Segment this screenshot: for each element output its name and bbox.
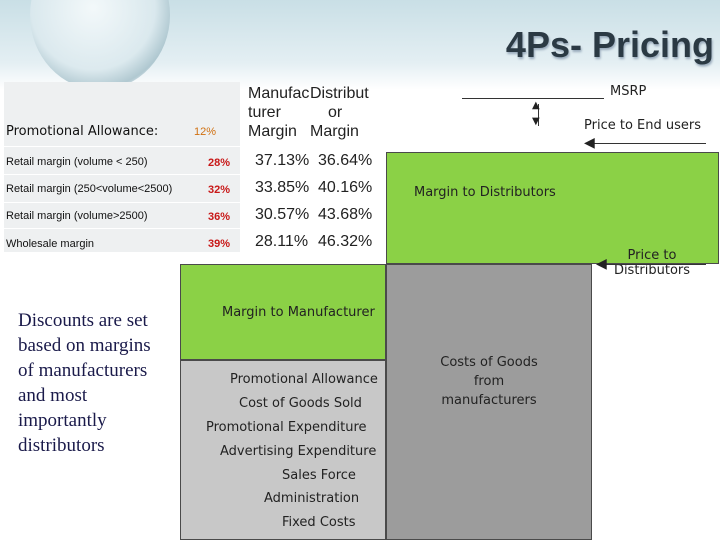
promotional-allowance-label: Promotional Allowance: <box>6 124 159 139</box>
table-row-mfr-margin: 33.85% <box>255 179 310 196</box>
table-row-dist-margin: 36.64% <box>318 152 373 169</box>
distributor-margin-header: Distribut or Margin <box>310 85 369 140</box>
price-to-end-users-label: Price to End users <box>584 118 701 133</box>
left-arrow-icon: ◀ <box>584 135 595 151</box>
margin-to-manufacturer-label: Margin to Manufacturer <box>222 305 375 320</box>
table-row-dist-margin: 46.32% <box>318 233 373 250</box>
cost-breakdown-block <box>180 360 386 540</box>
table-row-label: Wholesale margin <box>6 238 95 250</box>
table-row-pct: 28% <box>208 157 231 169</box>
cost-item-sales-force: Sales Force <box>282 468 356 483</box>
table-row-dist-margin: 43.68% <box>318 206 373 223</box>
cost-item-cost-of-goods-sold: Cost of Goods Sold <box>239 396 362 411</box>
discount-note: Discounts are set based on margins of ma… <box>18 310 151 456</box>
msrp-line <box>462 98 604 99</box>
table-row-mfr-margin: 28.11% <box>255 233 309 250</box>
distributors-arrow-line <box>604 264 706 265</box>
cost-item-promotional-allowance: Promotional Allowance <box>230 372 378 387</box>
margin-to-distributors-label: Margin to Distributors <box>414 185 556 200</box>
table-row-label: Retail margin (volume < 250) <box>6 156 148 168</box>
table-divider <box>4 202 240 203</box>
margin-to-manufacturer-block <box>180 264 386 360</box>
table-row-mfr-margin: 30.57% <box>255 206 310 223</box>
end-users-arrow-line <box>594 143 706 144</box>
manufacturer-margin-header: Manufac turer Margin <box>248 85 310 140</box>
price-to-distributors-label: Price to Distributors <box>613 248 691 278</box>
down-arrow-icon: ▼ <box>532 116 540 127</box>
cost-item-advertising-expenditure: Advertising Expenditure <box>220 444 377 459</box>
promotional-allowance-value: 12% <box>194 126 217 138</box>
left-arrow-icon: ◀ <box>596 256 607 272</box>
msrp-gap-marker <box>538 104 539 126</box>
table-row-pct: 32% <box>208 184 231 196</box>
cost-item-fixed-costs: Fixed Costs <box>282 515 356 530</box>
table-row-dist-margin: 40.16% <box>318 179 373 196</box>
table-row-pct: 36% <box>208 211 231 223</box>
table-row-pct: 39% <box>208 238 231 250</box>
table-row-label: Retail margin (volume>2500) <box>6 210 148 222</box>
costs-from-manufacturers-block <box>386 264 592 540</box>
slide-title: 4Ps- Pricing <box>505 24 714 65</box>
costs-from-manufacturers-label: Costs of Goods from manufacturers <box>440 355 538 408</box>
table-divider <box>4 174 240 175</box>
margin-table <box>4 82 240 252</box>
table-divider <box>4 146 240 147</box>
up-arrow-icon: ▲ <box>532 100 540 111</box>
msrp-label: MSRP <box>610 84 647 99</box>
cost-item-promotional-expenditure: Promotional Expenditure <box>206 420 367 435</box>
table-row-mfr-margin: 37.13% <box>255 152 310 169</box>
table-divider <box>4 228 240 229</box>
cost-item-administration: Administration <box>264 491 360 506</box>
table-row-label: Retail margin (250<volume<2500) <box>6 183 173 195</box>
margin-to-distributors-block <box>386 152 719 264</box>
